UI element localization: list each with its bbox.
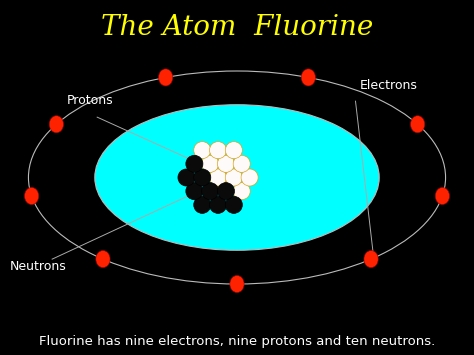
Ellipse shape xyxy=(233,155,250,173)
Ellipse shape xyxy=(230,275,244,293)
Text: Protons: Protons xyxy=(66,93,113,106)
Ellipse shape xyxy=(178,169,195,186)
Ellipse shape xyxy=(218,182,235,200)
Ellipse shape xyxy=(194,142,211,159)
Text: The Atom  Fluorine: The Atom Fluorine xyxy=(101,14,373,41)
Ellipse shape xyxy=(225,196,242,213)
Ellipse shape xyxy=(201,155,219,173)
Ellipse shape xyxy=(96,251,110,268)
Ellipse shape xyxy=(225,142,242,159)
Ellipse shape xyxy=(194,196,211,213)
Ellipse shape xyxy=(301,69,315,86)
Ellipse shape xyxy=(210,142,227,159)
Ellipse shape xyxy=(159,69,173,86)
Text: Electrons: Electrons xyxy=(360,79,418,92)
Text: Fluorine has nine electrons, nine protons and ten neutrons.: Fluorine has nine electrons, nine proton… xyxy=(39,335,435,348)
Ellipse shape xyxy=(95,105,379,250)
Ellipse shape xyxy=(201,182,219,200)
Ellipse shape xyxy=(364,251,378,268)
Ellipse shape xyxy=(210,169,227,186)
Ellipse shape xyxy=(186,182,203,200)
Ellipse shape xyxy=(212,169,233,190)
Ellipse shape xyxy=(49,116,64,133)
Ellipse shape xyxy=(233,182,250,200)
Ellipse shape xyxy=(225,169,242,186)
Ellipse shape xyxy=(186,155,203,173)
Ellipse shape xyxy=(210,196,227,213)
Ellipse shape xyxy=(194,169,211,186)
Ellipse shape xyxy=(25,187,39,204)
Ellipse shape xyxy=(241,169,258,186)
Text: Neutrons: Neutrons xyxy=(9,260,66,273)
Ellipse shape xyxy=(410,116,425,133)
Ellipse shape xyxy=(435,187,449,204)
Ellipse shape xyxy=(218,155,235,173)
